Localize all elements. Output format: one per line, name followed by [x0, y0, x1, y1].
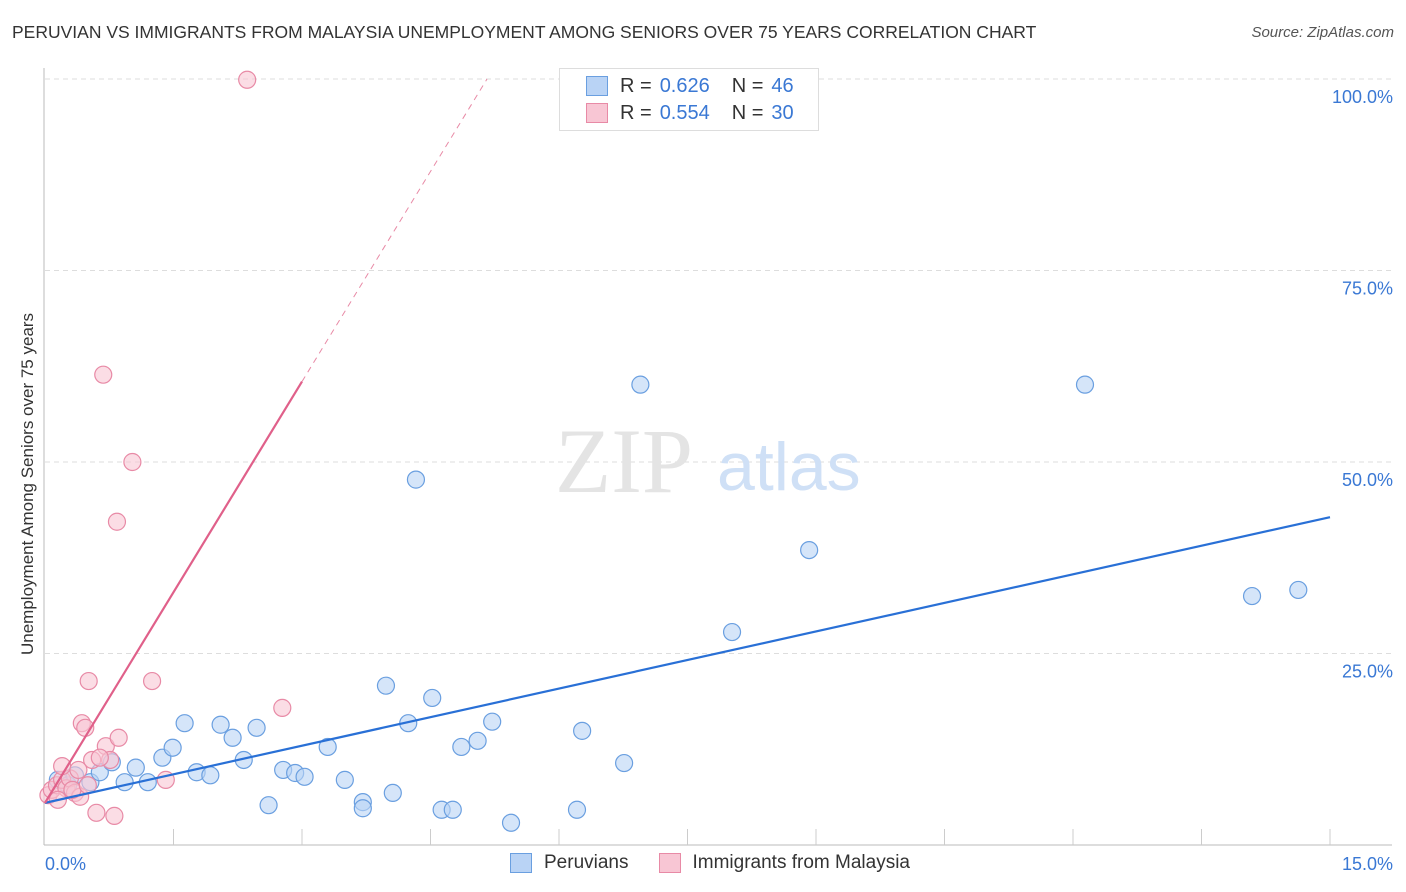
malaysia-point [273, 698, 292, 717]
peruvian-point [443, 800, 462, 819]
legend-label: Peruvians [544, 852, 629, 873]
legend-swatch-blue [586, 76, 608, 96]
malaysia-point [109, 728, 128, 747]
legend-label: Immigrants from Malaysia [692, 852, 911, 873]
peruvian-point [318, 737, 337, 757]
peruvian-point [452, 737, 471, 757]
legend-n-value: 46 [771, 74, 794, 97]
x-tick-label-max: 15.0% [1342, 854, 1393, 874]
peruvian-point [259, 796, 278, 815]
chart-source: Source: ZipAtlas.com [1251, 24, 1394, 41]
chart-title: PERUVIAN VS IMMIGRANTS FROM MALAYSIA UNE… [12, 22, 1037, 42]
peruvian-point [163, 738, 182, 757]
legend-n-label: N = [731, 101, 764, 124]
peruvian-point [175, 714, 194, 733]
legend-r-label: R = [620, 74, 652, 97]
peruvian-point [1075, 375, 1095, 394]
legend-r-value: 0.554 [659, 101, 710, 124]
peruvian-point [631, 375, 650, 394]
y-tick-label: 100.0% [1332, 87, 1393, 107]
series-legend: Peruvians Immigrants from Malaysia [510, 852, 940, 874]
legend-row-malaysia: R = 0.554 N = 30 [586, 101, 794, 125]
malaysia-point [105, 806, 124, 825]
peruvian-trend-line [44, 516, 1331, 804]
malaysia-point [94, 365, 113, 384]
watermark-zip: ZIP [555, 410, 693, 512]
y-tick-label: 50.0% [1342, 470, 1393, 490]
malaysia-point [238, 70, 257, 89]
legend-r-value: 0.626 [659, 74, 710, 97]
malaysia-trend-line [44, 380, 303, 804]
legend-item-malaysia[interactable]: Immigrants from Malaysia [658, 852, 911, 874]
peruvian-point [126, 758, 145, 777]
legend-r-label: R = [620, 101, 652, 124]
legend-swatch-pink [658, 853, 681, 873]
peruvian-point [353, 799, 372, 818]
peruvian-point [722, 622, 742, 642]
y-tick-label: 75.0% [1342, 279, 1393, 299]
peruvian-point [567, 800, 587, 819]
peruvian-point [115, 773, 134, 792]
legend-row-peruvians: R = 0.626 N = 46 [586, 74, 794, 98]
malaysia-point [142, 671, 162, 691]
legend-item-peruvians[interactable]: Peruvians [510, 852, 629, 874]
grid [45, 78, 1392, 654]
y-tick-label: 25.0% [1342, 662, 1393, 682]
x-tick-label-min: 0.0% [45, 854, 86, 874]
malaysia-trend-extension [301, 78, 488, 382]
legend-swatch-pink [586, 103, 608, 123]
malaysia-point [79, 671, 98, 691]
peruvian-point [335, 770, 354, 789]
watermark-atlas: atlas [717, 429, 861, 505]
points [39, 70, 1308, 832]
peruvian-point [201, 766, 220, 785]
peruvian-point [800, 540, 819, 560]
malaysia-point [90, 748, 109, 767]
peruvian-point [468, 731, 487, 750]
peruvian-point [223, 728, 242, 747]
peruvian-point [295, 767, 314, 786]
malaysia-point [107, 512, 127, 531]
legend: R = 0.626 N = 46 R = 0.554 N = 30 [559, 68, 819, 131]
trend-lines [44, 78, 1331, 804]
peruvian-point [1242, 586, 1262, 606]
malaysia-point [69, 760, 88, 780]
peruvian-point [501, 813, 521, 832]
malaysia-point [123, 452, 142, 472]
peruvian-point [573, 721, 592, 740]
peruvian-point [423, 688, 442, 708]
legend-swatch-blue [510, 853, 532, 873]
peruvian-point [211, 715, 230, 734]
y-axis-label: Unemployment Among Seniors over 75 years [18, 313, 37, 655]
peruvian-point [383, 783, 402, 803]
legend-n-value: 30 [771, 101, 794, 124]
malaysia-point [87, 803, 106, 822]
peruvian-point [247, 718, 266, 737]
axes [43, 68, 1392, 846]
peruvian-point [1289, 580, 1308, 600]
peruvian-point [376, 676, 396, 695]
peruvian-point [483, 712, 502, 731]
peruvian-point [615, 753, 634, 773]
peruvian-point [406, 470, 426, 489]
legend-n-label: N = [731, 74, 764, 97]
